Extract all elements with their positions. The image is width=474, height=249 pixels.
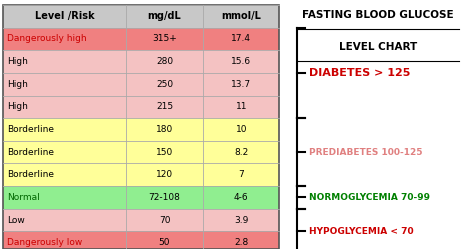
- Text: DIABETES > 125: DIABETES > 125: [309, 68, 410, 78]
- Text: 215: 215: [156, 102, 173, 111]
- Text: 2.8: 2.8: [234, 238, 248, 247]
- Text: FASTING BLOOD GLUCOSE: FASTING BLOOD GLUCOSE: [302, 10, 454, 20]
- Text: 180: 180: [156, 125, 173, 134]
- Text: Dangerously high: Dangerously high: [7, 34, 87, 43]
- Text: Borderline: Borderline: [7, 125, 54, 134]
- Text: 3.9: 3.9: [234, 216, 248, 225]
- Text: mg/dL: mg/dL: [147, 11, 182, 21]
- Text: 17.4: 17.4: [231, 34, 251, 43]
- Text: 13.7: 13.7: [231, 80, 251, 89]
- Text: 4-6: 4-6: [234, 193, 248, 202]
- Text: 150: 150: [156, 148, 173, 157]
- Bar: [3, 163, 279, 186]
- Text: HYPOGLYCEMIA < 70: HYPOGLYCEMIA < 70: [309, 227, 413, 236]
- Text: 120: 120: [156, 170, 173, 179]
- Text: 15.6: 15.6: [231, 57, 251, 66]
- Bar: [3, 209, 279, 231]
- Bar: [3, 186, 279, 209]
- Bar: [3, 231, 279, 249]
- Bar: [3, 50, 279, 73]
- Text: High: High: [7, 80, 28, 89]
- Text: Dangerously low: Dangerously low: [7, 238, 82, 247]
- Text: 70: 70: [159, 216, 170, 225]
- Text: 50: 50: [159, 238, 170, 247]
- Text: Normal: Normal: [7, 193, 40, 202]
- Text: NORMOGLYCEMIA 70-99: NORMOGLYCEMIA 70-99: [309, 193, 430, 202]
- Bar: [3, 141, 279, 163]
- Text: Low: Low: [7, 216, 25, 225]
- Text: 280: 280: [156, 57, 173, 66]
- Bar: [3, 28, 279, 50]
- Text: 7: 7: [238, 170, 244, 179]
- Text: 250: 250: [156, 80, 173, 89]
- Text: 315+: 315+: [152, 34, 177, 43]
- Text: High: High: [7, 57, 28, 66]
- Bar: [3, 5, 279, 28]
- Bar: [3, 118, 279, 141]
- Text: 72-108: 72-108: [148, 193, 181, 202]
- Text: 8.2: 8.2: [234, 148, 248, 157]
- Text: 11: 11: [236, 102, 247, 111]
- Text: High: High: [7, 102, 28, 111]
- Text: 10: 10: [236, 125, 247, 134]
- Text: Borderline: Borderline: [7, 148, 54, 157]
- Text: PREDIABETES 100-125: PREDIABETES 100-125: [309, 148, 422, 157]
- Bar: [3, 96, 279, 118]
- Text: mmol/L: mmol/L: [221, 11, 261, 21]
- Text: Borderline: Borderline: [7, 170, 54, 179]
- Bar: [3, 73, 279, 96]
- Text: LEVEL CHART: LEVEL CHART: [339, 42, 417, 52]
- Text: Level /Risk: Level /Risk: [35, 11, 94, 21]
